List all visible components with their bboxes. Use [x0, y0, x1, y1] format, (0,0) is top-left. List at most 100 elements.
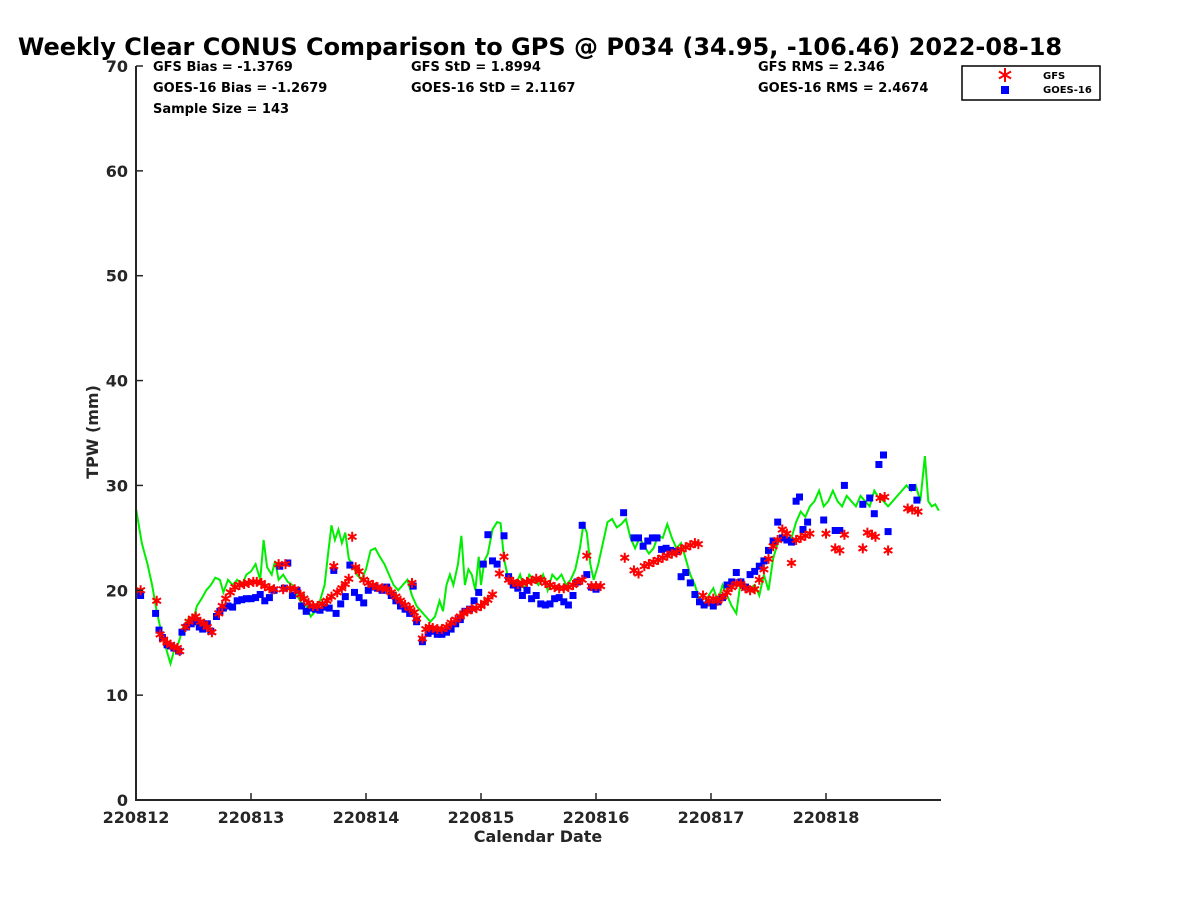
goes-point — [252, 594, 260, 602]
gfs-point — [633, 568, 644, 579]
gfs-point — [777, 524, 788, 535]
gps-series-line — [135, 455, 940, 668]
gfs-point — [713, 595, 723, 606]
goes-point — [321, 603, 329, 611]
legend-goes-label: GOES-16 — [1043, 85, 1092, 96]
legend-box — [961, 65, 1101, 101]
gfs-point — [749, 584, 760, 595]
gfs-point — [395, 595, 406, 606]
legend-goes-marker — [1001, 86, 1009, 94]
legend-gfs-label: GFS — [1043, 71, 1065, 82]
goes-point — [875, 461, 883, 468]
goes-point — [644, 537, 652, 545]
gfs-point — [883, 545, 893, 556]
goes-point — [792, 497, 800, 505]
goes-point — [500, 532, 508, 540]
y-tick-label: 0 — [117, 791, 128, 810]
goes-point — [298, 602, 306, 610]
goes-point — [546, 600, 554, 608]
goes-point — [276, 562, 284, 570]
legend-gfs-marker — [998, 68, 1012, 82]
stat-goes-rms: GOES-16 RMS = 2.4674 — [758, 81, 928, 96]
gfs-point — [391, 591, 401, 602]
goes-point — [804, 518, 812, 526]
goes-point — [870, 510, 878, 518]
goes-point — [406, 609, 414, 617]
goes-point — [447, 625, 455, 633]
goes-point — [555, 594, 563, 602]
stat-goes-bias: GOES-16 Bias = -1.2679 — [153, 81, 327, 96]
legend-gfs-asterisk — [998, 68, 1012, 82]
goes-point — [355, 594, 363, 602]
x-tick-label: 220812 — [103, 808, 170, 827]
stat-goes-std: GOES-16 StD = 2.1167 — [411, 81, 575, 96]
gfs-point — [407, 577, 417, 588]
gfs-point — [220, 593, 231, 604]
goes-point — [658, 545, 666, 553]
gfs-point — [839, 529, 850, 540]
gfs-point — [269, 584, 279, 595]
gfs-point — [754, 574, 765, 585]
goes-point — [769, 537, 777, 545]
gfs-point — [834, 545, 845, 556]
goes-point — [709, 602, 717, 610]
goes-point — [433, 630, 441, 638]
gfs-point — [207, 627, 217, 638]
gfs-point — [759, 564, 769, 575]
goes-point — [723, 581, 731, 589]
goes-point — [137, 592, 145, 599]
goes-point — [635, 534, 642, 542]
goes-point — [152, 609, 160, 617]
gfs-point — [174, 646, 185, 657]
gfs-point — [280, 559, 291, 570]
goes-point — [682, 569, 690, 576]
goes-point — [760, 557, 768, 565]
goes-point — [653, 534, 661, 542]
goes-point — [475, 588, 483, 596]
goes-point — [831, 527, 839, 534]
goes-point — [325, 604, 333, 612]
y-tick-label: 10 — [106, 686, 128, 705]
gfs-point — [786, 558, 797, 569]
goes-point — [778, 534, 786, 542]
gfs-point — [805, 528, 815, 539]
goes-point — [765, 546, 772, 554]
gfs-point — [821, 528, 831, 539]
gfs-point — [487, 589, 498, 600]
goes-point — [518, 592, 526, 599]
goes-point — [648, 534, 656, 542]
y-tick-label: 60 — [106, 162, 128, 181]
goes-point — [783, 536, 791, 544]
goes-point — [213, 613, 220, 620]
plot-area — [135, 451, 940, 668]
x-tick-label: 220817 — [678, 808, 745, 827]
y-axis-label: TPW (mm) — [83, 385, 102, 479]
goes-point — [219, 604, 227, 612]
goes-point — [677, 573, 685, 581]
goes-point — [662, 544, 670, 552]
goes-point — [461, 607, 469, 615]
goes-point — [788, 538, 795, 546]
gfs-point — [332, 587, 343, 598]
goes-point — [551, 595, 559, 603]
goes-point — [242, 595, 250, 603]
goes-point — [880, 451, 887, 459]
gfs-point — [289, 584, 300, 595]
goes-point — [256, 591, 264, 598]
goes-point — [409, 582, 417, 590]
goes-point — [667, 546, 675, 554]
goes-point — [799, 526, 807, 533]
goes-point — [224, 602, 232, 610]
goes-point — [337, 600, 345, 608]
goes-point — [443, 628, 450, 636]
gfs-point — [595, 581, 606, 592]
gfs-point — [581, 550, 592, 561]
goes-point — [728, 578, 736, 586]
stat-gfs-rms: GFS RMS = 2.346 — [758, 60, 885, 75]
goes-point — [840, 481, 848, 489]
goes-point — [913, 496, 921, 504]
gfs-point — [386, 587, 397, 598]
gfs-point — [907, 504, 918, 515]
goes-point — [484, 531, 492, 539]
